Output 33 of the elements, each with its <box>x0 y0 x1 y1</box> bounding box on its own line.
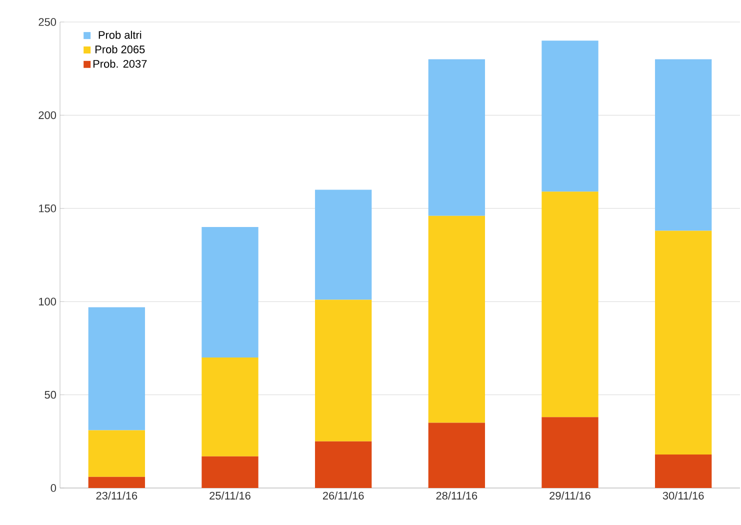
x-tick-label: 26/11/16 <box>322 492 364 500</box>
y-tick-label: 100 <box>39 298 56 306</box>
bar <box>88 476 145 488</box>
bar <box>542 40 598 192</box>
bar <box>88 307 145 430</box>
y-tick-label: 200 <box>38 111 56 120</box>
bar <box>655 59 712 231</box>
bar <box>202 456 258 488</box>
bar <box>315 300 372 442</box>
bar <box>315 190 372 300</box>
bar <box>542 417 598 488</box>
y-tick-label: 250 <box>38 18 56 26</box>
bar <box>88 430 145 477</box>
bar <box>315 441 372 488</box>
bar <box>428 59 486 216</box>
bar <box>428 216 486 423</box>
x-tick-label: 23/11/16 <box>96 492 138 500</box>
legend-label: Prob. 2037 <box>93 60 147 68</box>
y-tick-label: 50 <box>44 390 56 399</box>
bar <box>202 227 258 358</box>
legend-label: Prob 2065 <box>96 45 145 54</box>
bar <box>655 230 712 454</box>
bar <box>542 192 598 418</box>
x-tick-label: 30/11/16 <box>662 492 704 500</box>
bar <box>655 454 712 488</box>
y-tick-label: 150 <box>39 204 56 212</box>
x-tick-label: 25/11/16 <box>210 492 250 500</box>
bar <box>428 422 486 488</box>
y-tick-label: 0 <box>50 484 56 492</box>
x-tick-label: 28/11/16 <box>436 492 478 500</box>
x-tick-label: 29/11/16 <box>550 492 590 500</box>
legend-label: Prob altri <box>98 30 142 39</box>
bar <box>202 358 258 456</box>
